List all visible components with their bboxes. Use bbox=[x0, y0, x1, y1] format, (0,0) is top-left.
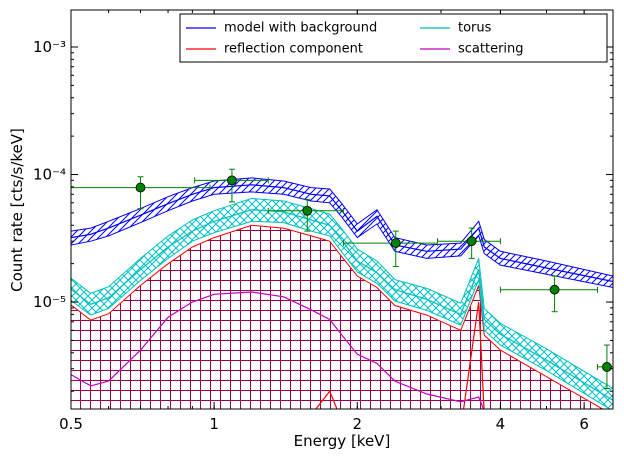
data-point bbox=[227, 175, 237, 186]
data-point bbox=[549, 284, 560, 295]
legend-label: model with background bbox=[224, 21, 377, 36]
data-point bbox=[302, 205, 313, 216]
data-point bbox=[602, 362, 612, 372]
y-axis-label: Count rate [cts/s/keV] bbox=[8, 128, 26, 292]
data-point bbox=[390, 238, 401, 248]
y-tick-label: 10⁻⁴ bbox=[33, 166, 66, 184]
model-line bbox=[71, 184, 613, 283]
legend-box bbox=[179, 13, 608, 63]
model-line bbox=[71, 209, 613, 401]
plot-frame bbox=[70, 9, 614, 410]
plot bbox=[71, 168, 613, 409]
legend-label: reflection component bbox=[224, 42, 363, 57]
uncertainty-band bbox=[71, 177, 613, 289]
data-point bbox=[466, 236, 477, 247]
legend-label: torus bbox=[458, 21, 492, 36]
x-tick-label: 2 bbox=[352, 415, 362, 433]
x-tick-label: 4 bbox=[496, 415, 506, 433]
x-tick-label: 1 bbox=[209, 415, 219, 433]
y-tick-label: 10⁻³ bbox=[33, 38, 66, 56]
x-tick-label: 0.5 bbox=[59, 415, 83, 433]
x-tick-label: 6 bbox=[579, 415, 589, 433]
x-axis-label: Energy [keV] bbox=[294, 432, 391, 450]
y-tick-label: 10⁻⁵ bbox=[33, 293, 66, 311]
data-point bbox=[135, 182, 146, 193]
model-line bbox=[315, 301, 485, 409]
legend: model with background torus reflection com… bbox=[186, 21, 524, 57]
legend-label: scattering bbox=[458, 42, 524, 57]
model-line bbox=[71, 291, 485, 409]
